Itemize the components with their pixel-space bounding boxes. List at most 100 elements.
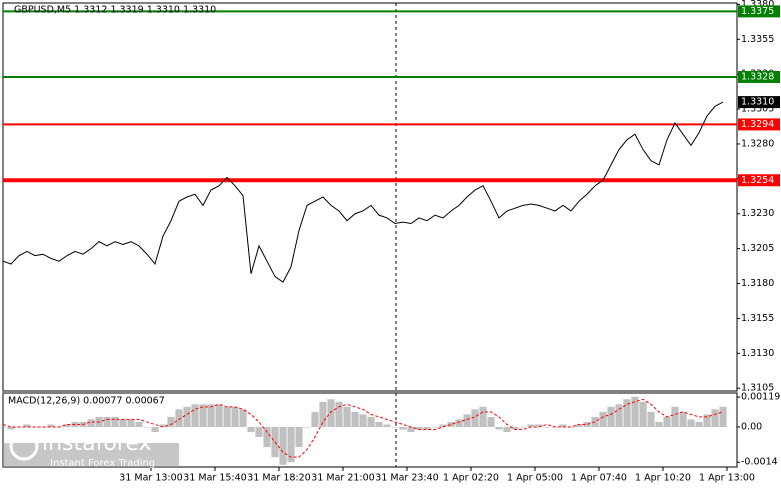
macd-bar xyxy=(471,409,479,427)
macd-bar xyxy=(423,426,431,430)
macd-bar xyxy=(359,414,367,427)
macd-bar xyxy=(183,406,191,427)
x-tick-label: 31 Mar 15:40 xyxy=(183,473,246,484)
x-tick-label: 1 Apr 05:00 xyxy=(507,473,563,484)
macd-bar xyxy=(543,426,551,428)
macd-bar xyxy=(559,424,567,427)
price-line xyxy=(2,101,724,283)
macd-bar xyxy=(567,426,575,428)
macd-bar xyxy=(87,419,95,427)
macd-bar xyxy=(703,414,711,427)
macd-bar xyxy=(391,426,399,428)
y-tick-label: 1.3205 xyxy=(741,243,774,254)
macd-bar xyxy=(615,404,623,427)
macd-bar xyxy=(335,401,343,427)
macd-bar xyxy=(583,421,591,427)
macd-bar xyxy=(215,404,223,427)
macd-bar xyxy=(151,426,159,433)
macd-bar xyxy=(143,426,151,428)
macd-bar xyxy=(239,409,247,427)
macd-bar xyxy=(111,416,119,427)
macd-bar xyxy=(375,421,383,427)
y-tick-label: 1.3355 xyxy=(741,34,774,45)
macd-bar xyxy=(311,411,319,427)
y-tick-label: 1.3230 xyxy=(741,208,774,219)
macd-bar xyxy=(287,426,295,463)
y-tick-label: 0.00 xyxy=(741,421,762,432)
macd-bar xyxy=(455,419,463,427)
signal-line xyxy=(2,398,724,458)
level-label-box xyxy=(738,5,780,18)
macd-bar xyxy=(679,411,687,427)
macd-bar xyxy=(575,424,583,427)
macd-bar xyxy=(431,426,439,428)
level-label-box xyxy=(738,118,780,131)
macd-panel-frame xyxy=(2,392,738,468)
macd-bar xyxy=(279,426,287,465)
macd-bar xyxy=(207,404,215,427)
y-tick-label: 1.3180 xyxy=(741,278,774,289)
price-label: 1.3310 xyxy=(741,97,774,108)
macd-bar xyxy=(7,426,15,430)
x-tick-label: 1 Apr 02:20 xyxy=(443,473,499,484)
macd-bar xyxy=(663,416,671,427)
macd-bar xyxy=(711,409,719,427)
macd-bar xyxy=(631,396,639,427)
macd-bar xyxy=(231,406,239,427)
x-tick-label: 1 Apr 13:00 xyxy=(699,473,755,484)
macd-bar xyxy=(439,424,447,427)
price-label-box xyxy=(738,96,780,109)
macd-bar xyxy=(671,406,679,427)
y-tick-label: 1.3130 xyxy=(741,348,774,359)
x-tick-label: 1 Apr 10:20 xyxy=(635,473,691,484)
macd-bar xyxy=(175,409,183,427)
level-label-box xyxy=(738,174,780,187)
indicator-title: MACD(12,26,9) 0.00077 0.00067 xyxy=(8,396,165,407)
macd-bar xyxy=(383,424,391,427)
macd-bar xyxy=(303,426,311,428)
macd-bar xyxy=(447,421,455,427)
macd-bar xyxy=(623,399,631,427)
macd-bar xyxy=(47,424,55,427)
macd-bar xyxy=(647,411,655,427)
macd-bar xyxy=(263,426,271,448)
watermark: instaforex Instant Forex Trading xyxy=(3,431,179,469)
macd-bar xyxy=(367,416,375,427)
macd-bar xyxy=(695,421,703,427)
macd-bar xyxy=(255,426,263,438)
y-tick-label: 0.00119 xyxy=(741,392,780,403)
macd-bar xyxy=(479,406,487,427)
macd-bar xyxy=(511,426,519,430)
y-tick-label: -0.0014 xyxy=(741,457,778,468)
macd-bar xyxy=(535,424,543,427)
macd-bar xyxy=(343,406,351,427)
macd-bar xyxy=(503,426,511,433)
macd-bar xyxy=(119,419,127,427)
macd-bar xyxy=(223,406,231,427)
macd-bar xyxy=(127,419,135,427)
level-label: 1.3294 xyxy=(741,119,774,130)
macd-bar xyxy=(319,401,327,427)
macd-bar xyxy=(295,426,303,448)
macd-bar xyxy=(487,416,495,427)
macd-bar xyxy=(167,416,175,427)
macd-bar xyxy=(191,404,199,427)
x-tick-label: 31 Mar 23:40 xyxy=(375,473,438,484)
macd-bar xyxy=(23,424,31,427)
macd-bar xyxy=(639,401,647,427)
x-tick-label: 31 Mar 13:00 xyxy=(119,473,182,484)
macd-bar xyxy=(655,421,663,427)
level-label: 1.3375 xyxy=(741,6,774,17)
macd-bar xyxy=(247,426,255,433)
macd-bar xyxy=(599,411,607,427)
macd-bar xyxy=(135,421,143,427)
level-label: 1.3254 xyxy=(741,175,774,186)
y-tick-label: 1.3105 xyxy=(741,383,774,394)
y-tick-label: 1.3280 xyxy=(741,138,774,149)
y-tick-label: 1.3155 xyxy=(741,313,774,324)
macd-bar xyxy=(607,406,615,427)
x-tick-label: 1 Apr 07:40 xyxy=(571,473,627,484)
macd-bar xyxy=(399,426,407,430)
